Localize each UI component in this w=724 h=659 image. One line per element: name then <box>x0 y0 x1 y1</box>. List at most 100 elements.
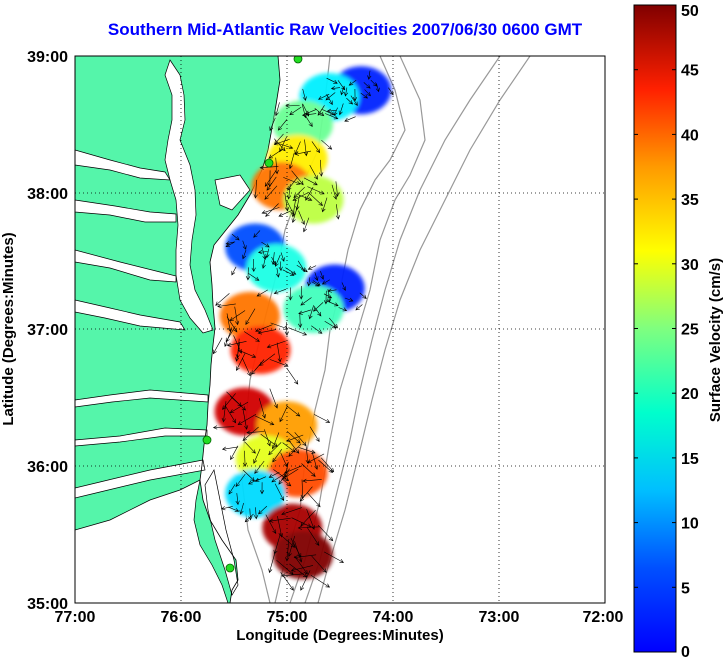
current-vector <box>268 551 276 574</box>
current-vector <box>324 113 339 120</box>
current-vector <box>225 325 236 343</box>
current-vector <box>220 506 233 511</box>
x-tick: 73:00 <box>479 609 520 626</box>
current-vector <box>253 230 261 238</box>
current-vector <box>308 192 323 207</box>
current-vector <box>235 493 240 506</box>
current-vector <box>294 432 307 447</box>
current-vector <box>242 450 248 467</box>
current-vector <box>286 367 299 385</box>
current-vector <box>285 103 300 108</box>
colorbar-label: Surface Velocity (cm/s) <box>707 258 724 422</box>
current-vector <box>305 187 314 201</box>
current-vector <box>313 414 331 423</box>
current-vector <box>309 164 318 180</box>
y-tick: 37:00 <box>27 322 68 339</box>
current-vector <box>317 105 325 116</box>
colorbar-tick: 50 <box>681 3 699 20</box>
current-vector <box>271 432 280 450</box>
current-vector <box>375 83 380 93</box>
current-vector <box>235 341 241 362</box>
current-vector <box>278 209 293 217</box>
current-vector <box>285 405 301 417</box>
current-vector <box>307 492 321 508</box>
current-vector <box>224 404 237 424</box>
current-vector <box>236 352 246 371</box>
current-vector <box>226 341 247 347</box>
current-vector <box>326 108 337 113</box>
current-vector <box>233 335 242 354</box>
current-vector <box>289 563 308 578</box>
current-vector <box>261 241 270 248</box>
colorbar-tick: 0 <box>681 644 690 659</box>
current-vector <box>274 102 280 117</box>
current-vector <box>277 142 294 150</box>
current-vector <box>235 473 246 488</box>
map-title: Southern Mid-Atlantic Raw Velocities 200… <box>107 20 583 39</box>
plot-frame <box>74 55 606 604</box>
speed-cell <box>246 243 307 292</box>
current-vector <box>325 300 339 307</box>
x-axis-label: Longitude (Degrees:Minutes) <box>236 627 444 644</box>
current-vector <box>265 203 279 217</box>
current-vector <box>221 401 227 423</box>
radar-stations <box>202 56 303 573</box>
current-vector <box>254 460 265 474</box>
x-tick: 75:00 <box>267 609 308 626</box>
current-vector <box>303 139 309 157</box>
current-vector <box>335 204 340 220</box>
current-vector <box>242 240 247 250</box>
radar-station <box>202 435 212 445</box>
current-vector <box>319 159 324 177</box>
current-vector <box>309 426 320 443</box>
current-vector <box>307 265 317 270</box>
speed-cell <box>283 284 344 333</box>
current-vector <box>302 478 322 483</box>
current-vector <box>274 483 284 501</box>
current-vector <box>286 201 295 216</box>
x-tick: 74:00 <box>373 609 414 626</box>
current-vector <box>253 448 261 464</box>
current-vector <box>300 509 316 527</box>
current-vector <box>278 261 283 272</box>
current-vector <box>311 141 321 154</box>
y-tick: 36:00 <box>27 459 68 476</box>
current-vector <box>273 138 286 152</box>
current-vector <box>244 513 254 523</box>
current-vector <box>269 359 289 367</box>
current-vector <box>324 320 337 329</box>
current-vector <box>242 408 249 430</box>
current-vector <box>311 555 327 573</box>
speed-cell <box>230 326 291 375</box>
current-vector <box>314 272 319 282</box>
current-vector <box>293 186 306 198</box>
current-vector <box>343 87 349 97</box>
current-vector <box>248 508 253 521</box>
current-vector <box>311 325 323 334</box>
current-vector <box>243 331 260 342</box>
current-vector <box>261 256 266 269</box>
radar-station <box>293 56 303 64</box>
y-tick: 35:00 <box>27 596 68 613</box>
current-vector <box>269 388 278 409</box>
current-vector <box>300 297 312 306</box>
current-vector <box>268 442 282 456</box>
current-vector <box>348 80 357 86</box>
current-vector <box>298 309 312 315</box>
current-vector <box>364 89 371 97</box>
current-vector <box>253 507 259 520</box>
colorbar-tick: 20 <box>681 386 699 403</box>
current-vector <box>288 443 302 457</box>
current-vector <box>299 486 313 502</box>
current-vector <box>320 270 325 280</box>
current-vector <box>279 136 287 153</box>
current-vector <box>318 93 330 100</box>
current-vector <box>367 70 372 80</box>
current-vector <box>286 184 292 200</box>
current-vector <box>265 514 277 534</box>
current-vector <box>248 273 260 281</box>
current-vector <box>335 181 340 197</box>
current-vector <box>237 349 257 358</box>
